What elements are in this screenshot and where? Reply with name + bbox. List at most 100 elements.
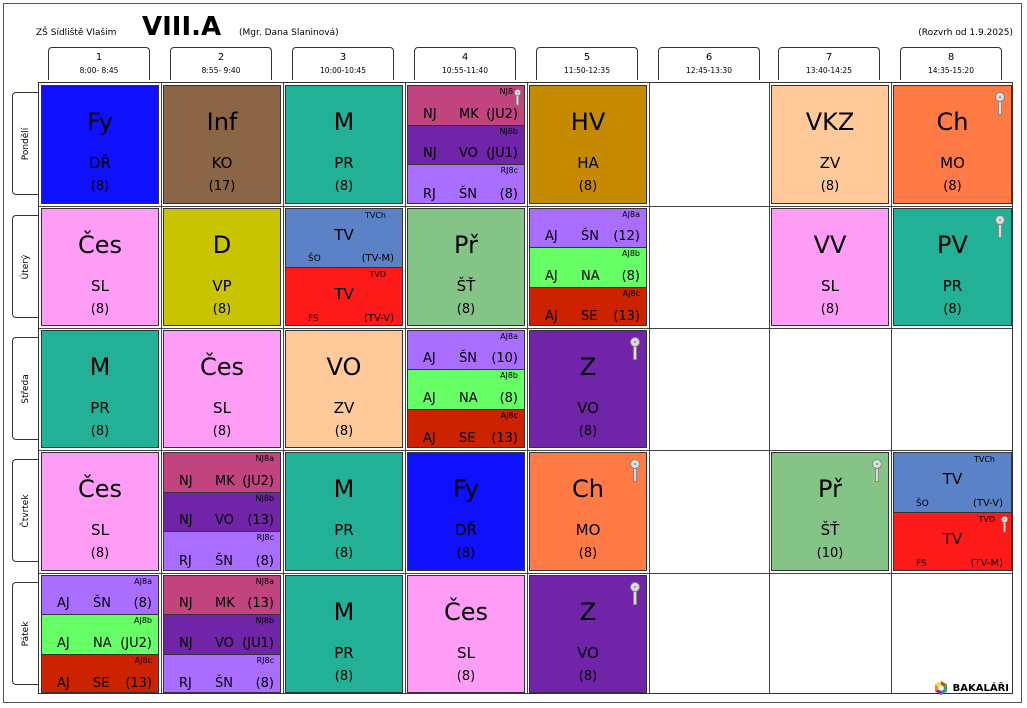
lesson-room: (8) bbox=[456, 302, 476, 317]
group-room: (8) bbox=[255, 675, 274, 691]
lesson-subject: Inf bbox=[206, 108, 238, 136]
key-icon bbox=[995, 215, 1005, 239]
lesson-cell[interactable]: TVCh TV ŠO (TV-V) TVD TV FS (TV-M) bbox=[893, 452, 1012, 571]
lesson-cell[interactable]: Čes SL (8) bbox=[163, 330, 281, 448]
group-teacher: MK bbox=[215, 473, 235, 489]
group-lesson[interactable]: AJ8a AJ ŠN (10) bbox=[408, 331, 524, 371]
class-title: VIII.A bbox=[142, 12, 222, 42]
group-lesson[interactable]: NJ8b NJ VO (JU1) bbox=[164, 615, 280, 655]
group-room: (TV-V) bbox=[972, 497, 1003, 509]
lesson-subject: Př bbox=[818, 475, 842, 503]
lesson-cell[interactable]: Čes SL (8) bbox=[41, 208, 159, 326]
lesson-room: (10) bbox=[816, 546, 844, 561]
bakalari-logo-text: BAKALÁŘI bbox=[952, 682, 1009, 694]
lesson-cell[interactable]: Z VO (8) bbox=[529, 575, 647, 693]
lesson-cell[interactable]: AJ8a AJ ŠN (8) AJ8b AJ NA (JU2) AJ8c AJ SE (13) bbox=[41, 575, 159, 693]
lesson-cell[interactable]: M PR (8) bbox=[41, 330, 159, 448]
lesson-cell[interactable]: AJ8a AJ ŠN (12) AJ8b AJ NA (8) AJ8c AJ SE (13) bbox=[529, 208, 647, 326]
group-lesson[interactable]: AJ8c AJ SE (13) bbox=[42, 654, 158, 692]
group-teacher: NA bbox=[581, 268, 600, 284]
group-lesson[interactable]: NJ8a NJ MK (JU2) bbox=[164, 453, 280, 493]
period-header: 3 10:00-10:45 bbox=[292, 47, 394, 80]
lesson-cell[interactable]: Čes SL (8) bbox=[407, 575, 525, 693]
lesson-teacher: PR bbox=[334, 154, 354, 172]
lesson-cell[interactable]: VV SL (8) bbox=[771, 208, 889, 326]
lesson-subject: Ch bbox=[572, 475, 604, 503]
group-room: (TV-M) bbox=[361, 253, 394, 264]
group-lesson[interactable]: TVCh TV ŠO (TV-V) bbox=[894, 453, 1011, 513]
lesson-cell[interactable]: TVCh TV ŠO (TV-M) TVD TV FS (TV-V) bbox=[285, 208, 403, 326]
lesson-cell[interactable]: Čes SL (8) bbox=[41, 452, 159, 571]
lesson-cell[interactable]: Fy DŘ (8) bbox=[407, 452, 525, 571]
group-lesson[interactable]: TVD TV FS (TV-M) bbox=[894, 512, 1011, 570]
lesson-room: (8) bbox=[456, 546, 476, 561]
lesson-room: (8) bbox=[578, 179, 598, 194]
group-lesson[interactable]: AJ8b AJ NA (8) bbox=[530, 248, 646, 288]
group-lesson[interactable]: AJ8a AJ ŠN (12) bbox=[530, 209, 646, 249]
group-teacher: ŠN bbox=[581, 229, 599, 245]
lesson-cell[interactable]: Ch MO (8) bbox=[893, 85, 1012, 204]
key-icon bbox=[514, 89, 521, 106]
lesson-cell[interactable]: M PR (8) bbox=[285, 452, 403, 571]
group-teacher: ŠN bbox=[215, 553, 233, 569]
period-header: 7 13:40-14:25 bbox=[778, 47, 880, 80]
group-name: NJ8a bbox=[499, 87, 518, 96]
lesson-cell[interactable]: Fy DŘ (8) bbox=[41, 85, 159, 204]
lesson-cell[interactable]: Z VO (8) bbox=[529, 330, 647, 448]
group-lesson[interactable]: AJ8a AJ ŠN (8) bbox=[42, 576, 158, 616]
lesson-subject: M bbox=[333, 598, 355, 626]
group-lesson[interactable]: RJ8c RJ ŠN (8) bbox=[408, 165, 524, 203]
group-lesson[interactable]: TVD TV FS (TV-V) bbox=[286, 268, 402, 325]
lesson-teacher: VO bbox=[577, 399, 599, 417]
group-lesson[interactable]: NJ8a NJ MK (JU2) bbox=[408, 86, 524, 126]
group-lesson[interactable]: AJ8b AJ NA (JU2) bbox=[42, 615, 158, 655]
lesson-cell[interactable]: HV HA (8) bbox=[529, 85, 647, 204]
group-lesson[interactable]: NJ8b NJ VO (13) bbox=[164, 492, 280, 533]
lesson-cell[interactable]: M PR (8) bbox=[285, 85, 403, 204]
group-lesson[interactable]: AJ8b AJ NA (8) bbox=[408, 370, 524, 410]
group-lesson[interactable]: AJ8c AJ SE (13) bbox=[530, 287, 646, 325]
lesson-room: (8) bbox=[90, 179, 110, 194]
lesson-teacher: SL bbox=[213, 399, 231, 417]
period-number: 4 bbox=[461, 52, 469, 63]
lesson-cell[interactable]: NJ8a NJ MK (JU2) NJ8b NJ VO (JU1) RJ8c RJ ŠN (8) bbox=[407, 85, 525, 204]
day-label: Čtvrtek bbox=[12, 459, 39, 562]
lesson-cell[interactable]: NJ8a NJ MK (13) NJ8b NJ VO (JU1) RJ8c RJ ŠN (8) bbox=[163, 575, 281, 693]
lesson-cell[interactable]: AJ8a AJ ŠN (10) AJ8b AJ NA (8) AJ8c AJ SE (13) bbox=[407, 330, 525, 448]
group-name: AJ8c bbox=[134, 655, 152, 665]
group-room: (TV-M) bbox=[970, 558, 1003, 569]
lesson-subject: M bbox=[89, 353, 111, 381]
group-lesson[interactable]: NJ8b NJ VO (JU1) bbox=[408, 125, 524, 166]
lesson-subject: Z bbox=[579, 598, 597, 626]
lesson-cell[interactable]: VO ZV (8) bbox=[285, 330, 403, 448]
group-subject: NJ bbox=[423, 106, 437, 122]
lesson-cell[interactable]: Inf KO (17) bbox=[163, 85, 281, 204]
day-label: Úterý bbox=[12, 215, 39, 318]
lesson-cell[interactable]: PV PR (8) bbox=[893, 208, 1012, 326]
lesson-subject: M bbox=[333, 108, 355, 136]
group-subject: AJ bbox=[423, 390, 436, 406]
day-name: Pátek bbox=[21, 621, 31, 646]
valid-from: (Rozvrh od 1.9.2025) bbox=[918, 28, 1013, 38]
group-lesson[interactable]: RJ8c RJ ŠN (8) bbox=[164, 532, 280, 570]
lesson-subject: D bbox=[212, 231, 232, 259]
group-lesson[interactable]: RJ8c RJ ŠN (8) bbox=[164, 654, 280, 692]
group-lesson[interactable]: NJ8a NJ MK (13) bbox=[164, 576, 280, 616]
lesson-cell[interactable]: Př ŠŤ (10) bbox=[771, 452, 889, 571]
group-name: AJ8c bbox=[500, 410, 518, 420]
group-subject: RJ bbox=[423, 186, 436, 202]
grid-line-vertical bbox=[649, 83, 650, 693]
lesson-cell[interactable]: NJ8a NJ MK (JU2) NJ8b NJ VO (13) RJ8c RJ ŠN (8) bbox=[163, 452, 281, 571]
group-lesson[interactable]: AJ8c AJ SE (13) bbox=[408, 409, 524, 447]
group-lesson[interactable]: TVCh TV ŠO (TV-M) bbox=[286, 209, 402, 268]
lesson-cell[interactable]: Ch MO (8) bbox=[529, 452, 647, 571]
lesson-cell[interactable]: VKZ ZV (8) bbox=[771, 85, 889, 204]
lesson-cell[interactable]: M PR (8) bbox=[285, 575, 403, 693]
key-icon bbox=[1001, 515, 1008, 533]
lesson-cell[interactable]: Př ŠŤ (8) bbox=[407, 208, 525, 326]
day-label: Pátek bbox=[12, 582, 39, 685]
group-room: (13) bbox=[247, 596, 274, 612]
lesson-cell[interactable]: D VP (8) bbox=[163, 208, 281, 326]
school-name: ZŠ Sídliště Vlašim bbox=[36, 28, 117, 38]
group-teacher: FS bbox=[308, 314, 319, 324]
